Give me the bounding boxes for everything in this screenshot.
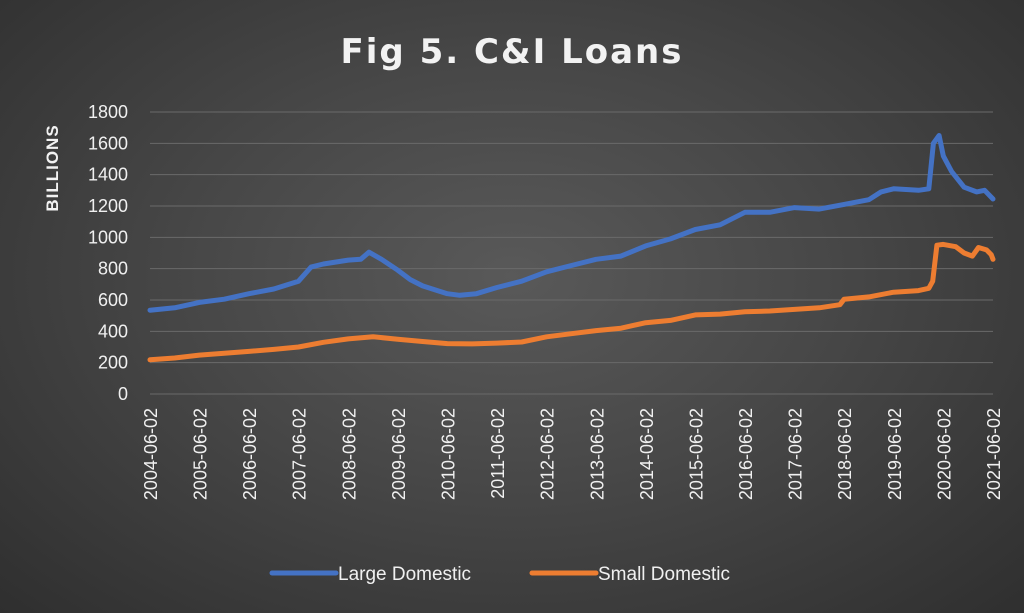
x-tick-label: 2004-06-02 [141,408,161,500]
legend-label: Small Domestic [598,564,730,585]
x-tick-label: 2017-06-02 [786,408,806,500]
x-tick-label: 2009-06-02 [389,408,409,500]
x-tick-label: 2013-06-02 [587,408,607,500]
x-tick-label: 2016-06-02 [736,408,756,500]
y-tick-label: 1200 [88,196,128,216]
y-axis-label: BILLIONS [43,124,62,211]
x-tick-label: 2006-06-02 [240,408,260,500]
x-tick-label: 2018-06-02 [835,408,855,500]
x-tick-label: 2014-06-02 [637,408,657,500]
x-tick-label: 2008-06-02 [339,408,359,500]
x-tick-label: 2011-06-02 [488,408,508,499]
x-tick-label: 2015-06-02 [686,408,706,500]
x-tick-label: 2019-06-02 [885,408,905,500]
x-tick-labels: 2004-06-02 2005-06-02 2006-06-02 2007-06-02… [141,408,1004,500]
x-tick-label: 2020-06-02 [934,408,954,500]
y-tick-label: 1600 [88,133,128,153]
series-line-large-domestic [147,133,996,313]
x-tick-label: 2005-06-02 [191,408,211,500]
gridlines [150,111,993,395]
y-tick-label: 800 [98,259,128,279]
y-tick-labels: 0 200 400 600 800 1000 1200 1400 1600 1800 [88,102,128,404]
legend: Large Domestic Small Domestic [269,564,730,585]
y-tick-label: 200 [98,353,128,373]
y-tick-label: 0 [118,384,128,404]
y-tick-label: 1400 [88,165,128,185]
legend-label: Large Domestic [338,564,471,585]
x-tick-label: 2007-06-02 [290,408,310,500]
y-tick-label: 600 [98,290,128,310]
y-tick-label: 1000 [88,227,128,247]
x-tick-label: 2010-06-02 [438,408,458,500]
y-tick-label: 1800 [88,102,128,122]
x-tick-label: 2021-06-02 [984,408,1004,500]
y-tick-label: 400 [98,321,128,341]
series-line-small-domestic [147,241,996,363]
series-lines [147,133,996,363]
chart-title: Fig 5. C&I Loans [341,32,684,72]
x-tick-label: 2012-06-02 [538,408,558,500]
